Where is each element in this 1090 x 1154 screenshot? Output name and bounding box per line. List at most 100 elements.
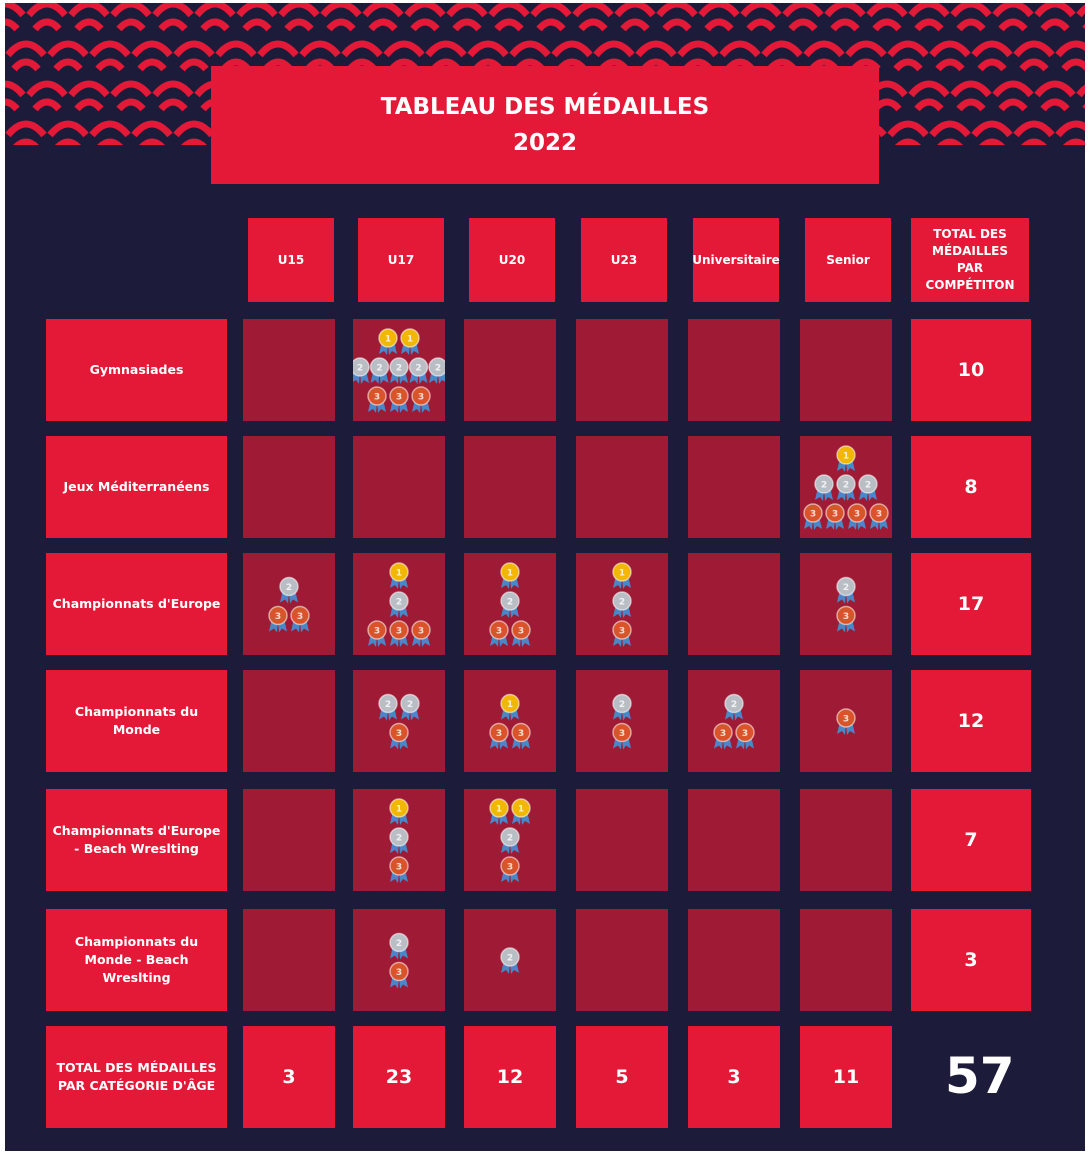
svg-text:2: 2 [731, 700, 737, 710]
medal-group [243, 909, 335, 1011]
svg-text:2: 2 [507, 598, 513, 608]
bronze-medal-icon: 3 [290, 605, 310, 633]
medal-cell [464, 319, 556, 421]
competition-name: Championnats du Monde - Beach Wreslting [74, 934, 199, 985]
svg-text:3: 3 [619, 729, 625, 739]
svg-text:1: 1 [507, 569, 513, 579]
medal-cell [800, 319, 892, 421]
row-total-value: 7 [964, 829, 978, 851]
column-total: 23 [353, 1026, 445, 1128]
medal-group [243, 319, 335, 421]
medal-cell [243, 789, 335, 891]
bronze-medal-icon: 3 [389, 620, 409, 647]
row-total-value: 12 [957, 710, 985, 732]
silver-medal-icon: 2 [353, 357, 370, 384]
column-total-value: 23 [385, 1066, 413, 1088]
title-box: TABLEAU DES MÉDAILLES 2022 [211, 66, 879, 184]
svg-text:3: 3 [374, 393, 380, 403]
medal-group: 1 1 2 2 2 2 2 3 3 3 [353, 328, 445, 413]
bronze-medal-icon: 3 [411, 386, 431, 413]
svg-text:1: 1 [385, 335, 391, 345]
medal-cell: 1 2 3 3 [464, 553, 556, 655]
gold-medal-icon: 1 [511, 798, 531, 825]
silver-medal-icon: 2 [836, 474, 856, 501]
svg-text:2: 2 [385, 700, 391, 710]
svg-text:1: 1 [396, 569, 402, 579]
bronze-medal-icon: 3 [735, 722, 755, 750]
silver-medal-icon: 2 [400, 693, 420, 721]
svg-text:3: 3 [854, 510, 860, 520]
gold-medal-icon: 1 [489, 798, 509, 825]
medal-cell: 1 3 3 [464, 670, 556, 772]
column-total-value: 3 [282, 1066, 296, 1088]
column-total-value: 3 [727, 1066, 741, 1088]
svg-text:2: 2 [396, 939, 402, 949]
gold-medal-icon: 1 [389, 562, 409, 589]
row-label: Championnats d'Europe - Beach Wreslting [46, 789, 227, 891]
silver-medal-icon: 2 [408, 357, 429, 384]
gold-medal-icon: 1 [500, 693, 520, 721]
row-total-value: 8 [964, 476, 978, 498]
column-header: U17 [358, 218, 444, 302]
medal-group [576, 319, 668, 421]
svg-text:3: 3 [810, 510, 816, 520]
svg-text:1: 1 [843, 452, 849, 462]
title-year: 2022 [512, 130, 577, 156]
medal-group: 23 [389, 932, 409, 989]
svg-text:2: 2 [507, 954, 513, 964]
medal-cell [800, 909, 892, 1011]
competition-name: Gymnasiades [89, 362, 184, 377]
column-total-value: 12 [496, 1066, 524, 1088]
medal-cell [688, 789, 780, 891]
medal-group [800, 789, 892, 891]
bronze-medal-icon: 3 [511, 722, 531, 750]
silver-medal-icon: 2 [279, 576, 299, 604]
bronze-medal-icon: 3 [847, 503, 867, 530]
medal-group [576, 789, 668, 891]
medal-cell [353, 436, 445, 538]
medal-group: 1 2 3 3 3 [367, 562, 431, 647]
row-label: Championnats du Monde [46, 670, 227, 772]
medal-cell [243, 319, 335, 421]
column-header: Universitaire [692, 218, 780, 302]
medal-cell [576, 319, 668, 421]
row-total: 17 [911, 553, 1031, 655]
silver-medal-icon: 2 [500, 827, 520, 854]
medal-cell [688, 909, 780, 1011]
bronze-medal-icon: 3 [489, 620, 509, 647]
svg-text:3: 3 [843, 715, 849, 725]
total-row-label: TOTAL DES MÉDAILLES PAR CATÉGORIE D'ÂGE [46, 1026, 227, 1128]
svg-text:1: 1 [518, 805, 524, 815]
bronze-medal-icon: 3 [268, 605, 288, 633]
column-header-label: Senior [826, 253, 870, 267]
svg-text:2: 2 [407, 700, 413, 710]
svg-text:3: 3 [374, 627, 380, 637]
medal-group [576, 909, 668, 1011]
medal-group [464, 436, 556, 538]
medal-cell: 1 2 3 [353, 789, 445, 891]
medal-group [576, 436, 668, 538]
medal-cell [243, 436, 335, 538]
column-total: 11 [800, 1026, 892, 1128]
competition-name: Jeux Méditerranéens [63, 479, 210, 494]
medal-cell [576, 789, 668, 891]
medal-cell [243, 909, 335, 1011]
column-header: U20 [469, 218, 555, 302]
medal-cell [688, 436, 780, 538]
medal-cell: 1 2 3 3 3 [353, 553, 445, 655]
svg-text:3: 3 [518, 729, 524, 739]
column-header: U15 [248, 218, 334, 302]
medal-cell [243, 670, 335, 772]
bronze-medal-icon: 3 [612, 722, 632, 750]
competition-name: Championnats d'Europe [52, 596, 221, 611]
bronze-medal-icon: 3 [389, 722, 409, 750]
medal-group [800, 909, 892, 1011]
medal-group: 2 3 3 [268, 576, 310, 633]
svg-text:1: 1 [407, 335, 413, 345]
medal-group [688, 436, 780, 538]
silver-medal-icon: 2 [369, 357, 390, 384]
medal-cell [800, 789, 892, 891]
svg-text:3: 3 [843, 612, 849, 622]
row-label: Championnats du Monde - Beach Wreslting [46, 909, 227, 1011]
silver-medal-icon: 2 [500, 591, 520, 618]
